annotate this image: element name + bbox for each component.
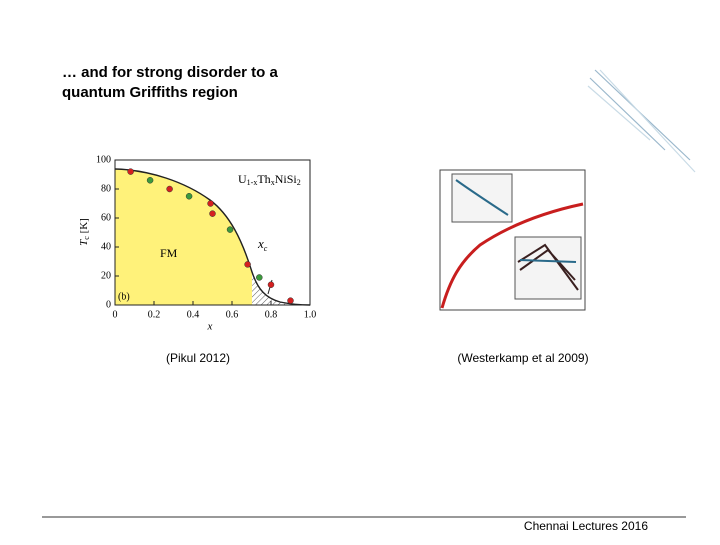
formula-part: NiSi <box>275 172 298 186</box>
fit-curve <box>114 168 311 306</box>
data-point <box>185 193 193 200</box>
data-point <box>146 177 154 184</box>
x-tick-label: 0 <box>113 309 118 320</box>
inset <box>514 236 582 300</box>
y-axis-label: Tc [K] <box>78 218 91 246</box>
formula-part: 2 <box>297 178 301 187</box>
formula-part: U <box>238 172 247 186</box>
x-tick-label: 0.8 <box>265 309 278 320</box>
y-tick-label: 20 <box>101 270 111 281</box>
inset-curve <box>517 243 579 291</box>
y-tick-label: 80 <box>101 183 111 194</box>
x-tick-label: 0.2 <box>148 309 161 320</box>
critical-part: x <box>257 236 264 251</box>
formula: U1-xThxNiSi2 <box>238 172 301 187</box>
y-tick-label: 100 <box>96 154 111 165</box>
footer: Chennai Lectures 2016 <box>524 519 648 533</box>
x-tick-label: 0.4 <box>187 309 200 320</box>
formula-part: x <box>271 178 275 187</box>
fm-region <box>115 169 252 305</box>
left-figure: U1-xThxNiSi2 FM xc (b) x Tc [K] 0 0.2 0.4 0… <box>78 154 317 332</box>
curve <box>440 202 584 309</box>
y-tick-label: 60 <box>101 212 111 223</box>
y-label-part: T <box>78 239 90 246</box>
data-point <box>207 200 214 207</box>
plot-frame <box>114 159 311 306</box>
data-point <box>209 210 216 217</box>
data-point <box>166 185 173 193</box>
right-figure <box>439 169 586 311</box>
caption: (Westerkamp et al 2009) <box>457 351 588 365</box>
data-point <box>244 261 251 268</box>
data-point <box>287 297 294 304</box>
critical-part: c <box>264 244 268 253</box>
inset-curve <box>455 179 509 216</box>
y-label-part: [K] <box>78 218 90 236</box>
data-point <box>256 274 263 281</box>
inset-curve <box>519 259 577 263</box>
title: quantum Griffiths region <box>62 84 238 101</box>
x-tick-label: 0.6 <box>226 309 239 320</box>
caption: (Pikul 2012) <box>166 351 230 365</box>
y-tick-label: 40 <box>101 241 111 252</box>
y-tick-label: 0 <box>106 299 111 310</box>
data-point <box>267 281 275 288</box>
critical-label: xc <box>257 236 268 253</box>
panel-label: (b) <box>118 291 130 302</box>
griffiths-region <box>252 272 298 305</box>
region-label: FM <box>160 246 178 260</box>
title: … and for strong disorder to a <box>62 64 279 81</box>
y-label-part: c <box>82 236 91 240</box>
x-tick-label: 1.0 <box>304 309 317 320</box>
data-point <box>127 168 134 175</box>
data-point <box>226 226 234 233</box>
formula-part: Th <box>257 172 270 186</box>
formula-part: 1-x <box>247 178 258 187</box>
decoration <box>587 69 696 173</box>
x-axis-label: x <box>207 321 213 333</box>
